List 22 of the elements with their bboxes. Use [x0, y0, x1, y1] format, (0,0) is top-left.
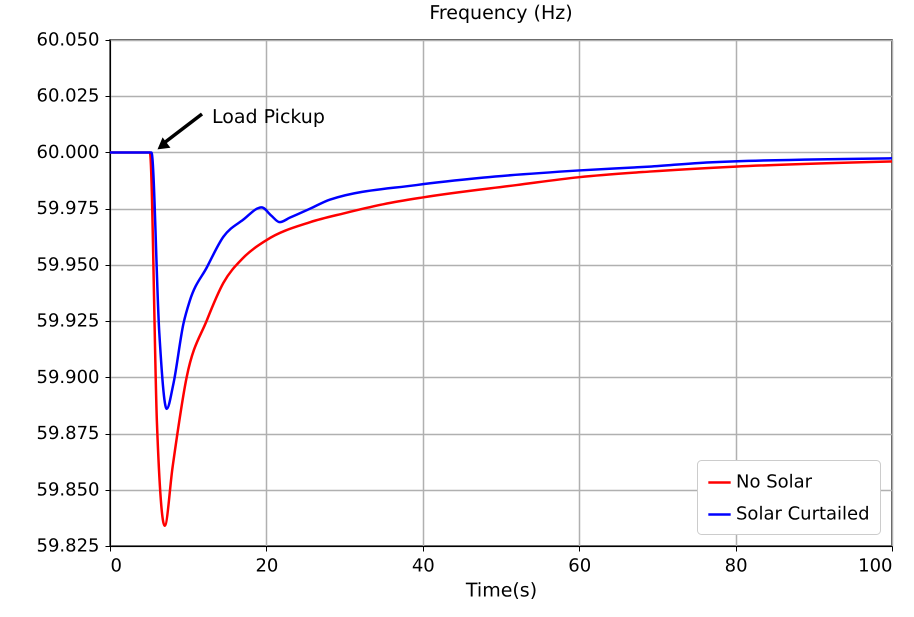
annotation: Load Pickup [212, 106, 325, 128]
y-tick-label: 59.900 [36, 366, 100, 388]
x-tick-label: 100 [858, 556, 892, 576]
y-tick-label: 59.975 [36, 198, 100, 220]
x-axis-title: Time(s) [464, 580, 538, 602]
x-tick-label: 80 [724, 556, 748, 576]
y-tick-label: 59.925 [36, 310, 100, 332]
y-tick-label: 59.875 [36, 423, 100, 444]
line-series [110, 151, 892, 410]
legend-label: Solar Curtailed [736, 504, 870, 524]
chart-title: Frequency (Hz) [429, 2, 573, 24]
legend-label: No Solar [736, 472, 813, 492]
y-tick-label: 60.050 [36, 30, 100, 50]
x-tick-label: 20 [255, 556, 278, 576]
y-tick-label: 59.950 [36, 254, 100, 276]
x-tick-label: 40 [412, 556, 435, 576]
y-tick-label: 59.850 [36, 479, 100, 500]
x-tick-label: 60 [568, 556, 592, 576]
y-tick-label: 60.000 [36, 142, 100, 163]
y-tick-label: 59.825 [36, 536, 100, 556]
y-tick-label: 60.025 [36, 86, 100, 107]
x-tick-label: 0 [110, 556, 122, 576]
